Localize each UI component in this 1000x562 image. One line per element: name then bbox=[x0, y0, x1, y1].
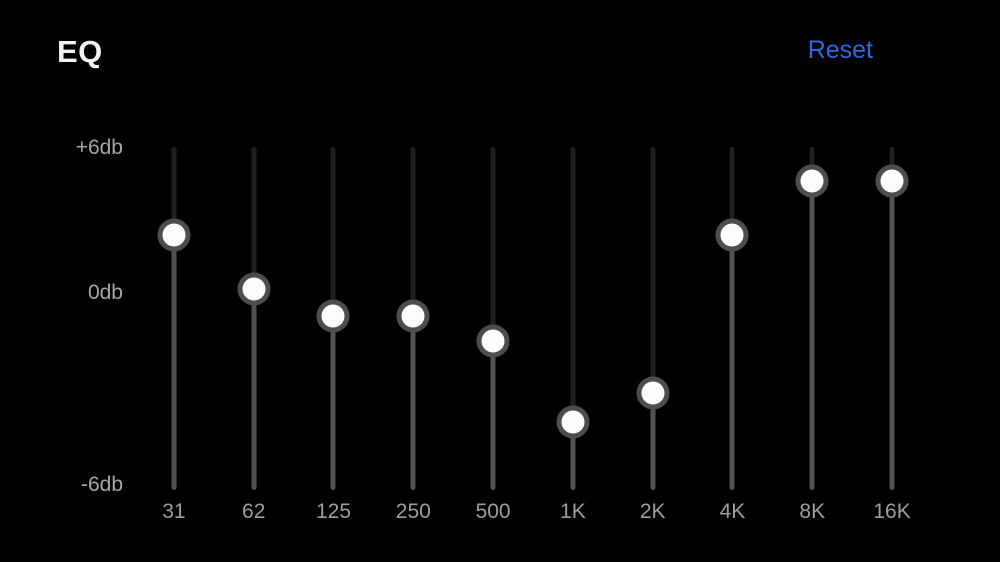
eq-slider-8K[interactable]: 8K bbox=[772, 147, 852, 523]
slider-frequency-label: 500 bbox=[475, 500, 511, 523]
slider-track-upper[interactable] bbox=[809, 147, 815, 181]
slider-knob[interactable] bbox=[316, 299, 350, 333]
slider-track-upper[interactable] bbox=[729, 147, 735, 236]
slider-knob[interactable] bbox=[636, 376, 670, 410]
slider-frequency-label: 2K bbox=[639, 500, 666, 523]
y-axis-label-minus6db: -6db bbox=[80, 473, 123, 496]
slider-knob[interactable] bbox=[556, 405, 590, 439]
eq-slider-16K[interactable]: 16K bbox=[852, 147, 932, 523]
page-title: EQ bbox=[57, 34, 103, 69]
slider-frequency-label: 31 bbox=[162, 500, 186, 523]
eq-slider-4K[interactable]: 4K bbox=[693, 147, 773, 523]
slider-knob[interactable] bbox=[237, 272, 271, 306]
eq-slider-62[interactable]: 62 bbox=[214, 147, 294, 523]
slider-frequency-label: 8K bbox=[799, 500, 826, 523]
slider-track-upper[interactable] bbox=[570, 147, 576, 423]
slider-frequency-label: 62 bbox=[242, 500, 266, 523]
slider-knob[interactable] bbox=[715, 218, 749, 252]
slider-knob[interactable] bbox=[396, 299, 430, 333]
slider-track-lower[interactable] bbox=[251, 289, 257, 490]
eq-slider-1K[interactable]: 1K bbox=[533, 147, 613, 523]
slider-frequency-label: 1K bbox=[560, 500, 586, 523]
slider-track-lower[interactable] bbox=[171, 235, 177, 490]
slider-track-upper[interactable] bbox=[330, 147, 336, 317]
eq-slider-500[interactable]: 500 bbox=[453, 147, 533, 523]
eq-slider-31[interactable]: 31 bbox=[134, 147, 214, 523]
eq-slider-250[interactable]: 250 bbox=[373, 147, 453, 523]
slider-track-lower[interactable] bbox=[889, 180, 895, 490]
slider-track-lower[interactable] bbox=[650, 392, 656, 490]
slider-track-lower[interactable] bbox=[729, 235, 735, 490]
slider-frequency-label: 125 bbox=[315, 500, 352, 523]
slider-knob[interactable] bbox=[795, 164, 829, 198]
slider-knob[interactable] bbox=[476, 324, 510, 358]
slider-track-upper[interactable] bbox=[251, 147, 257, 289]
y-axis-label-0db: 0db bbox=[87, 281, 123, 304]
reset-button[interactable]: Reset bbox=[807, 36, 873, 64]
slider-track-lower[interactable] bbox=[330, 316, 336, 490]
slider-track-upper[interactable] bbox=[410, 147, 416, 317]
slider-track-upper[interactable] bbox=[171, 147, 177, 236]
slider-track-lower[interactable] bbox=[809, 180, 815, 490]
slider-frequency-label: 250 bbox=[395, 500, 431, 523]
slider-track-lower[interactable] bbox=[570, 422, 576, 490]
slider-frequency-label: 4K bbox=[719, 500, 746, 523]
slider-track-lower[interactable] bbox=[490, 341, 496, 490]
slider-track-lower[interactable] bbox=[410, 316, 416, 490]
eq-sliders: 31 62 125 250 500 1K 2K 4K 8K 16K bbox=[134, 147, 932, 523]
eq-slider-2K[interactable]: 2K bbox=[613, 147, 693, 523]
slider-knob[interactable] bbox=[157, 218, 191, 252]
slider-track-upper[interactable] bbox=[889, 147, 895, 181]
y-axis-label-plus6db: +6db bbox=[75, 136, 123, 159]
slider-track-upper[interactable] bbox=[490, 147, 496, 342]
slider-track-upper[interactable] bbox=[650, 147, 656, 393]
slider-knob[interactable] bbox=[875, 164, 909, 198]
eq-slider-125[interactable]: 125 bbox=[294, 147, 374, 523]
slider-frequency-label: 16K bbox=[873, 500, 911, 523]
